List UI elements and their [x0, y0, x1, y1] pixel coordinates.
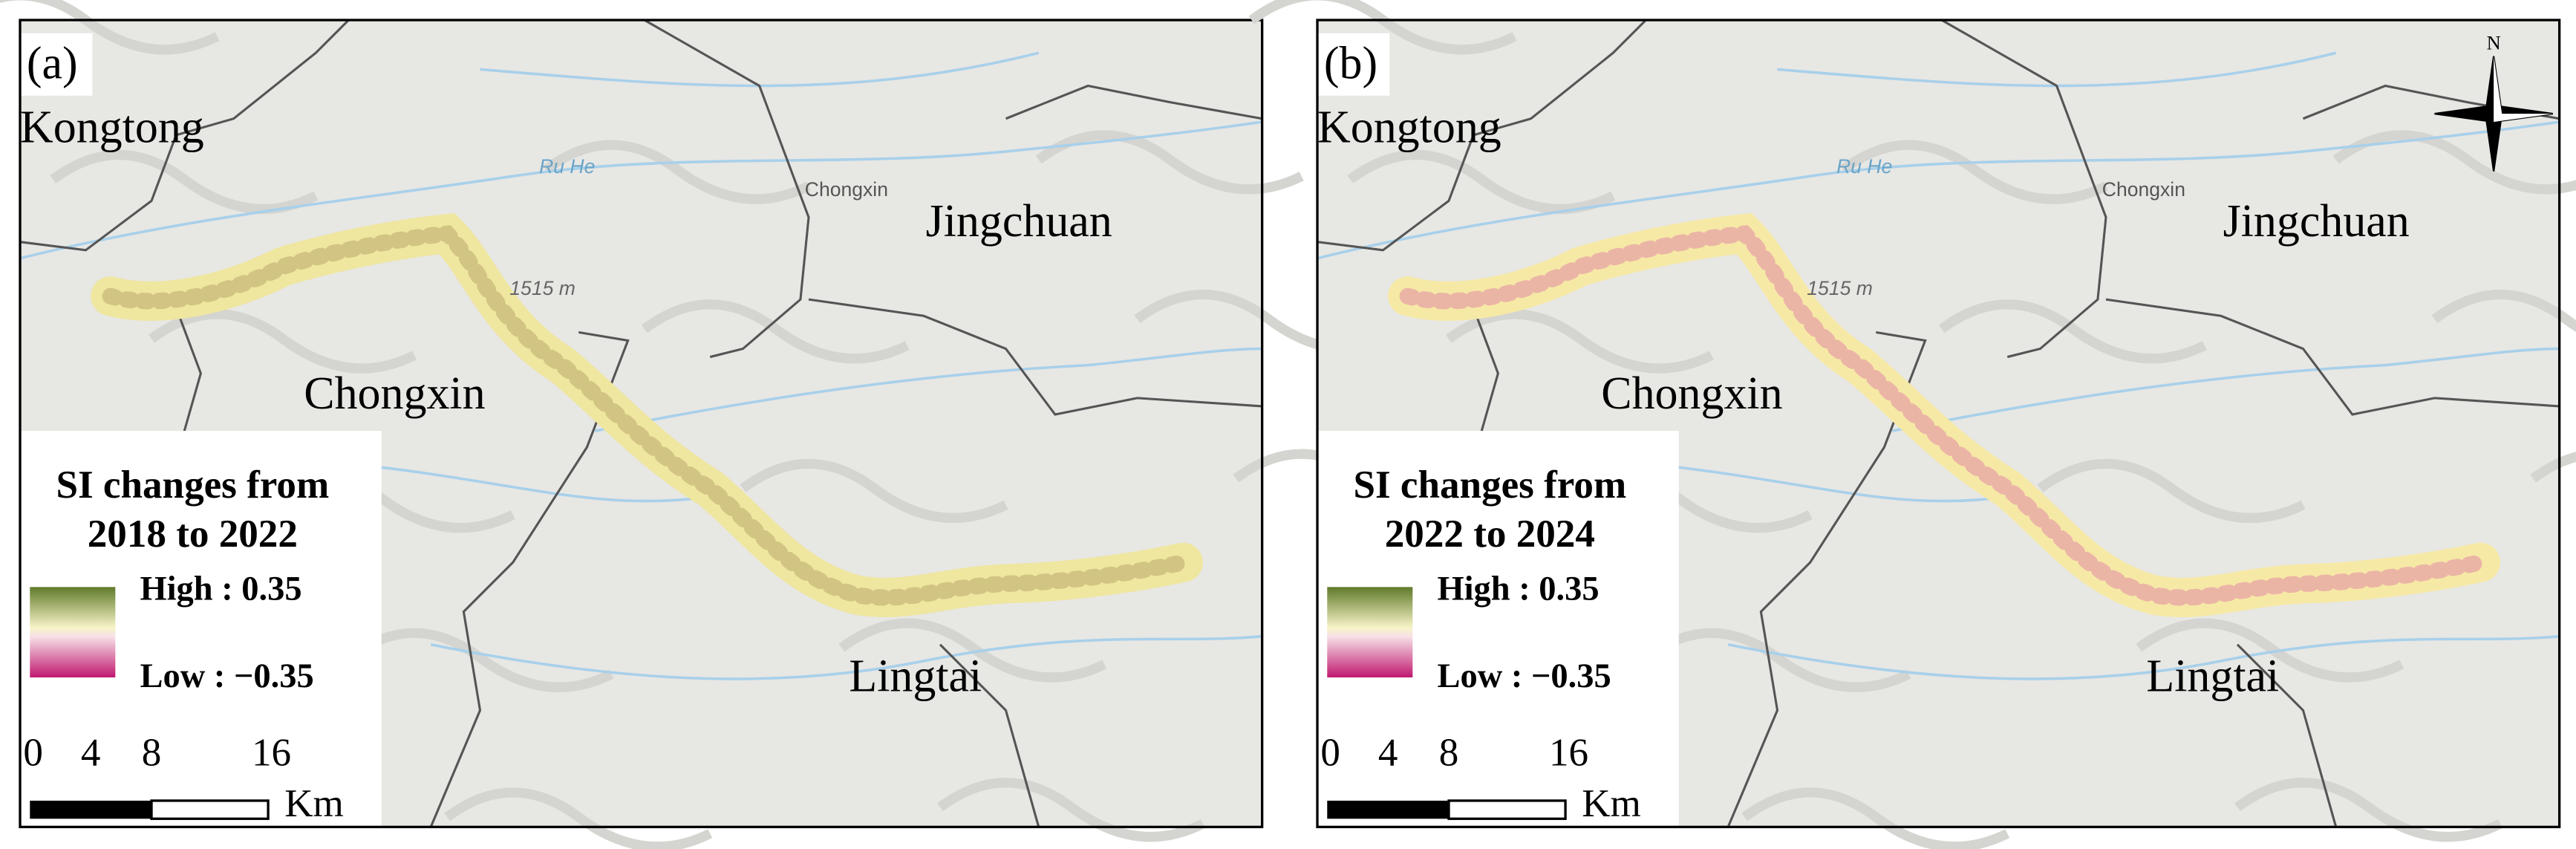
terrain — [1035, 130, 1304, 195]
scale-bar-black — [1327, 800, 1449, 819]
county-boundary — [1005, 84, 1262, 120]
scale-tick: 16 — [252, 731, 291, 774]
scale-tick: 8 — [142, 731, 162, 774]
place-name: Kongtong — [20, 103, 204, 153]
county-boundary — [808, 298, 1262, 416]
terrain — [2136, 618, 2404, 683]
terrain — [1741, 787, 2010, 849]
river — [430, 634, 1262, 680]
river — [348, 462, 711, 503]
county-boundary — [175, 307, 203, 432]
county-boundary — [1726, 331, 1927, 827]
scale-tick: 16 — [1549, 731, 1588, 774]
panel-label: (b) — [1324, 38, 1377, 88]
terrain — [50, 149, 319, 215]
map-label: Ru He — [539, 155, 595, 178]
panel-frame — [19, 19, 1264, 828]
terrain — [2234, 778, 2502, 842]
panel-frame — [1316, 19, 2561, 828]
legend-ramp — [1327, 587, 1413, 678]
si-change-pattern — [102, 225, 1192, 606]
place-name: Lingtai — [2146, 651, 2279, 702]
terrain — [149, 309, 417, 374]
legend-title: 2018 to 2022 — [88, 513, 298, 556]
legend-title: 2022 to 2024 — [1385, 513, 1595, 556]
place-name: Chongxin — [304, 368, 485, 419]
scale-tick: 8 — [1439, 731, 1459, 774]
county-boundary — [2105, 298, 2560, 416]
terrain — [2530, 452, 2576, 483]
north-arrow-highlight — [2494, 56, 2553, 123]
scale-tick: 0 — [23, 731, 43, 774]
legend-ramp — [30, 587, 116, 678]
scale-unit: Km — [1582, 782, 1641, 825]
terrain — [1643, 628, 1911, 692]
north-label: N — [2487, 31, 2501, 53]
legend-title: SI changes from — [56, 463, 329, 507]
county-boundary — [19, 19, 350, 252]
si-change-pattern — [1399, 225, 2489, 606]
scale-tick: 0 — [1320, 731, 1340, 774]
panel-label: (a) — [27, 38, 78, 88]
map-panel: Kongtong Jingchuan Chongxin Lingtai Ru He Cho… — [0, 0, 1501, 849]
label-bg — [20, 33, 93, 96]
terrain — [641, 299, 910, 364]
terrain — [838, 618, 1107, 683]
county-boundary — [429, 331, 630, 827]
legend-title: SI changes from — [1353, 463, 1626, 507]
terrain — [345, 628, 614, 692]
map-label: 1515 m — [509, 277, 575, 299]
river — [595, 347, 1262, 432]
map-label: 1515 m — [1807, 277, 1873, 299]
river — [1727, 634, 2560, 680]
county-boundary — [643, 19, 810, 359]
river — [1317, 120, 2560, 260]
river — [1646, 462, 2008, 503]
place-name: Jingchuan — [2223, 196, 2410, 247]
county-boundary — [1317, 19, 1647, 252]
terrain — [543, 140, 811, 204]
scale-bar-white — [1447, 799, 1567, 820]
terrain — [1446, 309, 1714, 374]
scale-tick: 4 — [81, 731, 101, 774]
place-name: Lingtai — [849, 651, 982, 702]
terrain — [740, 458, 1008, 524]
scale-bar-white — [150, 799, 270, 820]
map-label: Ru He — [1836, 155, 1892, 178]
terrain — [937, 778, 1205, 842]
terrain — [1347, 149, 1616, 215]
terrain — [1840, 140, 2108, 204]
terrain — [2431, 289, 2576, 332]
legend-low: Low : −0.35 — [1438, 657, 1611, 695]
county-boundary — [939, 643, 1040, 827]
legend-high: High : 0.35 — [1438, 570, 1600, 608]
place-name: Kongtong — [1317, 103, 1501, 153]
county-boundary — [1940, 19, 2107, 359]
scale-tick: 4 — [1378, 731, 1398, 774]
county-boundary — [1472, 307, 1500, 432]
map-label: Chongxin — [805, 178, 888, 201]
scale-unit: Km — [284, 782, 344, 825]
legend-high: High : 0.35 — [140, 570, 302, 608]
terrain — [444, 787, 713, 849]
river — [1892, 347, 2560, 432]
map-label: Chongxin — [2102, 178, 2185, 201]
terrain — [2332, 130, 2576, 195]
place-name: Chongxin — [1601, 368, 1782, 419]
terrain — [1938, 299, 2207, 364]
map-panel: Kongtong Jingchuan Chongxin Lingtai Ru He Cho… — [1248, 0, 2576, 849]
county-boundary — [2236, 643, 2338, 827]
label-bg — [1317, 33, 1390, 96]
scale-bar-black — [30, 800, 152, 819]
legend-low: Low : −0.35 — [140, 657, 314, 695]
place-name: Jingchuan — [926, 196, 1112, 247]
river — [19, 120, 1262, 260]
terrain — [2037, 458, 2306, 524]
